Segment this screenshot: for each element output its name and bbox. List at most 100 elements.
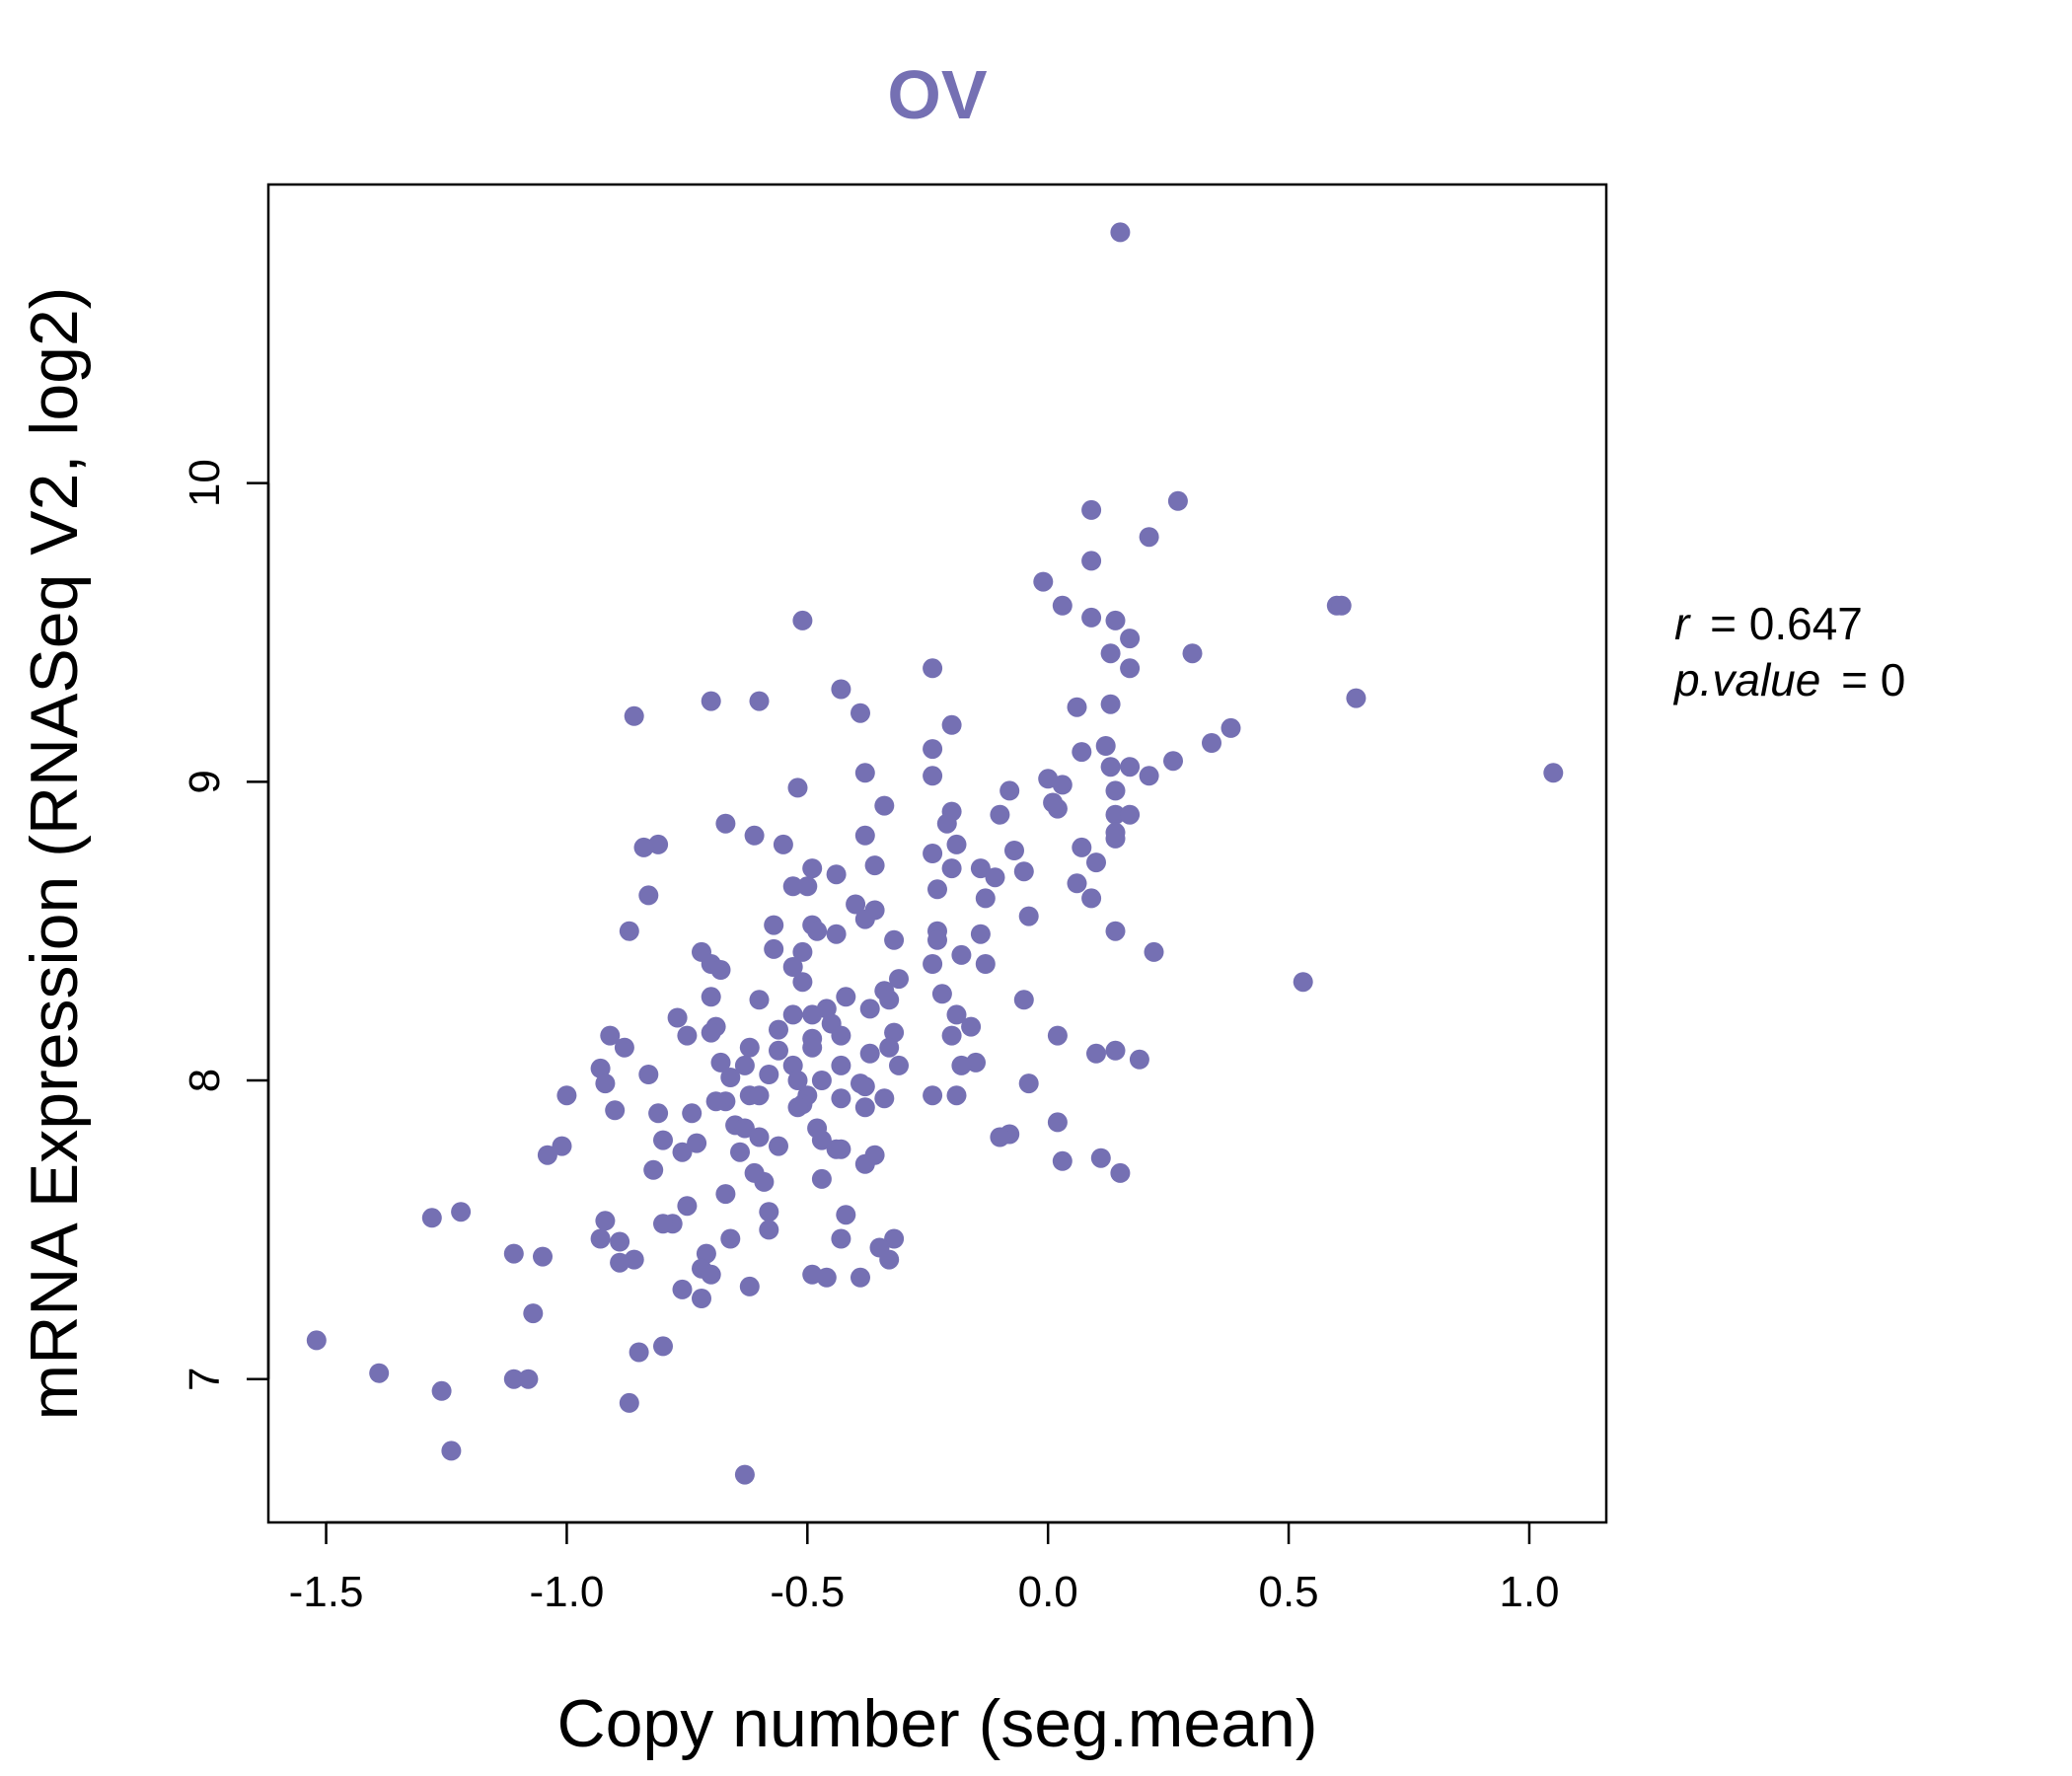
data-point xyxy=(769,1040,788,1061)
data-point xyxy=(787,777,808,798)
data-point xyxy=(1081,888,1102,909)
data-point xyxy=(773,834,793,854)
data-point xyxy=(1167,490,1188,511)
data-point xyxy=(831,1139,851,1159)
data-point xyxy=(749,1085,770,1106)
data-point xyxy=(1090,1147,1111,1168)
data-point xyxy=(672,1142,693,1162)
data-point xyxy=(1013,990,1034,1010)
x-tick-label: -1.0 xyxy=(530,1568,605,1616)
data-point xyxy=(1105,804,1126,825)
data-point xyxy=(1120,757,1141,777)
x-tick-label: 0.5 xyxy=(1258,1568,1318,1616)
data-point xyxy=(792,972,813,993)
data-point xyxy=(696,1243,716,1264)
data-point xyxy=(970,858,991,879)
data-point xyxy=(1081,607,1102,628)
data-point xyxy=(1052,775,1073,795)
data-point xyxy=(826,864,847,885)
data-point xyxy=(633,837,654,857)
data-point xyxy=(931,984,952,1004)
data-point xyxy=(730,1142,750,1162)
data-point xyxy=(720,1068,741,1087)
data-point xyxy=(1105,610,1126,630)
data-point xyxy=(802,1037,823,1058)
data-point xyxy=(990,804,1010,825)
data-point xyxy=(1110,1162,1131,1183)
data-point xyxy=(884,1022,905,1043)
data-point xyxy=(1110,222,1131,243)
data-point xyxy=(1182,643,1203,664)
data-point xyxy=(1052,595,1073,616)
data-point xyxy=(816,1267,837,1288)
data-point xyxy=(677,1025,698,1046)
data-point xyxy=(1346,688,1367,708)
data-point xyxy=(451,1202,472,1222)
data-point xyxy=(941,858,962,879)
data-point xyxy=(638,885,659,906)
data-point xyxy=(1163,751,1183,772)
data-point xyxy=(859,1043,880,1064)
data-point xyxy=(946,1004,967,1025)
data-point xyxy=(1139,527,1159,548)
y-tick-label: 10 xyxy=(181,459,229,507)
data-point xyxy=(749,1127,770,1147)
data-point xyxy=(764,938,784,959)
data-point xyxy=(749,691,770,711)
x-axis: -1.5 -1.0 -0.5 0.0 0.5 1.0 xyxy=(289,1520,1560,1616)
data-point xyxy=(854,763,875,783)
data-point xyxy=(811,1130,832,1150)
data-point xyxy=(503,1369,524,1389)
data-point xyxy=(782,1004,803,1025)
data-point xyxy=(831,1228,851,1249)
data-point xyxy=(441,1441,462,1461)
data-point xyxy=(677,1196,698,1217)
x-axis-label: Copy number (seg.mean) xyxy=(556,1686,1317,1761)
data-point xyxy=(923,844,943,863)
data-point xyxy=(889,1055,909,1075)
data-point xyxy=(985,867,1005,888)
data-point xyxy=(941,714,962,735)
stat-p-value: 0 xyxy=(1881,654,1906,705)
data-point xyxy=(595,1073,616,1094)
data-point xyxy=(595,1211,616,1231)
data-point xyxy=(975,888,996,909)
data-point xyxy=(1543,763,1564,783)
points-layer xyxy=(306,222,1564,1485)
data-point xyxy=(1120,658,1141,679)
data-point xyxy=(797,876,818,897)
data-point xyxy=(701,987,721,1007)
data-point xyxy=(923,766,943,786)
data-point xyxy=(1047,1112,1068,1133)
data-point xyxy=(619,1392,639,1413)
stat-r: r = 0.647 xyxy=(1674,598,1863,649)
data-point xyxy=(831,1025,851,1046)
data-point xyxy=(927,929,947,950)
data-point xyxy=(1047,798,1068,819)
data-point xyxy=(715,813,736,834)
data-point xyxy=(605,1100,626,1121)
data-point xyxy=(846,894,866,915)
y-axis: 7 8 9 10 xyxy=(181,459,270,1391)
data-point xyxy=(990,1127,1010,1147)
data-point xyxy=(734,1055,755,1075)
data-point xyxy=(1067,873,1087,894)
data-point xyxy=(701,691,721,711)
data-point xyxy=(744,825,765,846)
data-point xyxy=(648,1103,669,1124)
data-point xyxy=(970,924,991,944)
stat-r-label: r xyxy=(1674,598,1691,649)
data-point xyxy=(610,1252,630,1273)
x-tick-label: 0.0 xyxy=(1018,1568,1078,1616)
data-point xyxy=(624,705,644,726)
data-point xyxy=(537,1145,557,1165)
data-point xyxy=(1081,499,1102,520)
data-point xyxy=(836,987,856,1007)
data-point xyxy=(1052,1150,1073,1171)
data-point xyxy=(759,1202,779,1222)
x-tick-label: 1.0 xyxy=(1499,1568,1559,1616)
data-point xyxy=(1086,852,1106,873)
data-point xyxy=(1105,828,1126,849)
data-point xyxy=(1047,1025,1068,1046)
stat-r-value: 0.647 xyxy=(1749,598,1863,649)
